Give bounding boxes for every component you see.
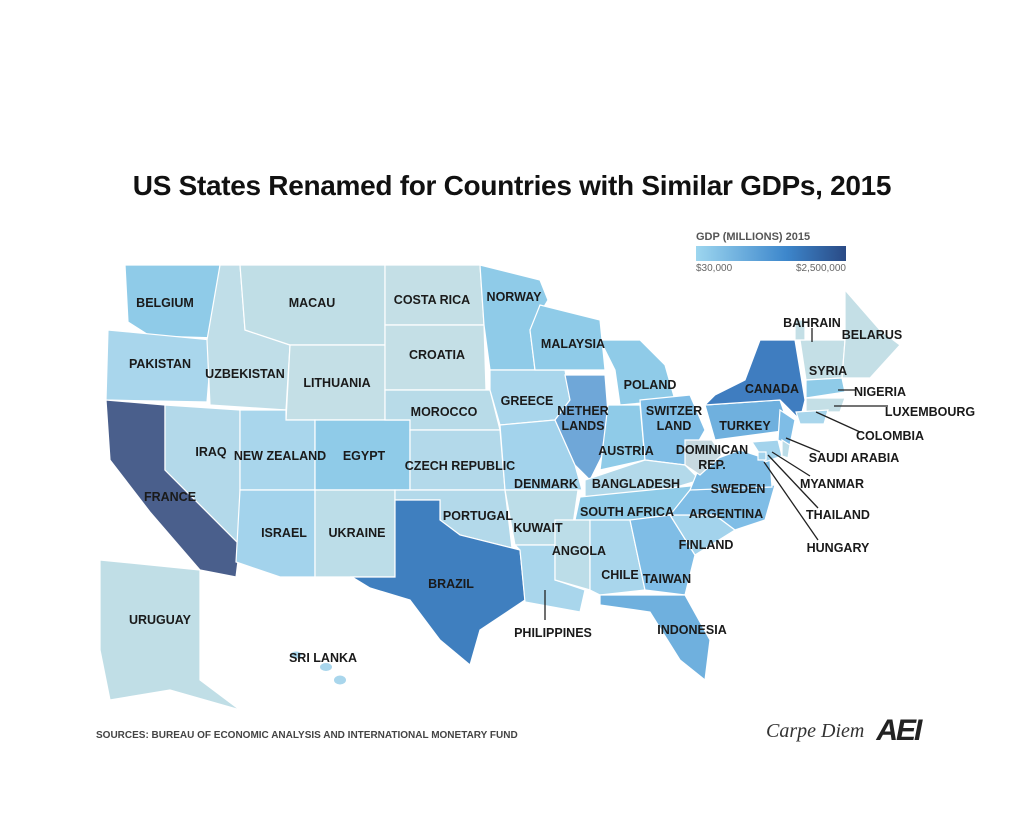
label-macau: MACAU xyxy=(289,296,336,310)
leader-line-saudi-arabia xyxy=(785,437,821,453)
region-canada xyxy=(703,339,806,422)
region-dominican-rep xyxy=(684,439,723,476)
region-sweden xyxy=(689,449,773,491)
label-morocco: MOROCCO xyxy=(411,405,478,419)
label-hungary: HUNGARY xyxy=(807,541,870,555)
region-colombia xyxy=(795,409,829,425)
label-lithuania: LITHUANIA xyxy=(303,376,370,390)
region-israel xyxy=(235,489,316,578)
label-sri-lanka: SRI LANKA xyxy=(289,651,357,665)
map-title: US States Renamed for Countries with Sim… xyxy=(132,170,892,201)
region-nigeria xyxy=(805,377,846,399)
legend-min-label: $30,000 xyxy=(696,263,733,274)
label-colombia: COLOMBIA xyxy=(856,429,924,443)
label-nether-lands: NETHER LANDS xyxy=(557,404,608,433)
region-poland xyxy=(599,339,676,406)
label-myanmar: MYANMAR xyxy=(800,477,864,491)
label-indonesia: INDONESIA xyxy=(657,623,726,637)
region-belarus xyxy=(841,288,901,379)
sources-note: SOURCES: BUREAU OF ECONOMIC ANALYSIS AND… xyxy=(96,730,518,741)
label-israel: ISRAEL xyxy=(261,526,307,540)
label-syria: SYRIA xyxy=(809,364,847,378)
region-argentina xyxy=(668,484,776,531)
brand: Carpe Diem AEI xyxy=(766,714,922,748)
label-switzer-land: SWITZER LAND xyxy=(646,404,702,433)
label-dominican-rep: DOMINICAN REP. xyxy=(676,443,748,472)
label-taiwan: TAIWAN xyxy=(643,572,691,586)
label-bahrain: BAHRAIN xyxy=(783,316,841,330)
label-greece: GREECE xyxy=(501,394,554,408)
label-new-zealand: NEW ZEALAND xyxy=(234,449,326,463)
blog-name: Carpe Diem xyxy=(766,719,865,742)
label-norway: NORWAY xyxy=(487,290,543,304)
region-indonesia xyxy=(599,594,711,682)
region-chile xyxy=(589,519,646,596)
leader-line-colombia xyxy=(815,411,861,433)
label-austria: AUSTRIA xyxy=(598,444,654,458)
label-malaysia: MALAYSIA xyxy=(541,337,605,351)
region-luxembourg xyxy=(805,397,846,413)
region-malaysia xyxy=(529,304,606,371)
region-pakistan xyxy=(105,329,213,403)
label-bangladesh: BANGLADESH xyxy=(592,477,680,491)
label-belgium: BELGIUM xyxy=(136,296,194,310)
label-costa-rica: COSTA RICA xyxy=(394,293,470,307)
label-denmark: DENMARK xyxy=(514,477,578,491)
label-uzbekistan: UZBEKISTAN xyxy=(205,367,285,381)
legend-max-label: $2,500,000 xyxy=(795,263,846,274)
region-brazil xyxy=(349,499,526,667)
label-finland: FINLAND xyxy=(679,538,734,552)
label-egypt: EGYPT xyxy=(343,449,386,463)
label-sweden: SWEDEN xyxy=(711,482,766,496)
label-ukraine: UKRAINE xyxy=(329,526,386,540)
label-iraq: IRAQ xyxy=(195,445,227,459)
label-brazil: BRAZIL xyxy=(428,577,474,591)
label-argentina: ARGENTINA xyxy=(689,507,763,521)
region-denmark xyxy=(499,419,583,491)
label-pakistan: PAKISTAN xyxy=(129,357,191,371)
label-belarus: BELARUS xyxy=(842,328,902,342)
label-south-africa: SOUTH AFRICA xyxy=(580,505,674,519)
label-nigeria: NIGERIA xyxy=(854,385,906,399)
label-portugal: PORTUGAL xyxy=(443,509,514,523)
label-turkey: TURKEY xyxy=(719,419,771,433)
region-thailand xyxy=(781,438,791,459)
label-angola: ANGOLA xyxy=(552,544,606,558)
aei-logo: AEI xyxy=(876,714,922,747)
legend-title: GDP (MILLIONS) 2015 xyxy=(696,231,811,243)
label-luxembourg: LUXEMBOURG xyxy=(885,405,975,419)
label-philippines: PHILIPPINES xyxy=(514,626,592,640)
region-uruguay xyxy=(99,559,241,711)
region-saudi-arabia xyxy=(777,408,796,446)
region-bahrain xyxy=(794,319,806,341)
leader-line-myanmar xyxy=(771,451,811,477)
region-taiwan xyxy=(629,514,696,596)
label-czech-republic: CZECH REPUBLIC xyxy=(405,459,515,473)
label-france: FRANCE xyxy=(144,490,196,504)
leader-line-hungary xyxy=(763,461,819,541)
label-canada: CANADA xyxy=(745,382,799,396)
label-croatia: CROATIA xyxy=(409,348,465,362)
label-chile: CHILE xyxy=(601,568,639,582)
label-kuwait: KUWAIT xyxy=(513,521,563,535)
label-saudi-arabia: SAUDI ARABIA xyxy=(809,451,900,465)
region-nether-lands xyxy=(554,374,611,482)
leader-line-thailand xyxy=(767,454,819,509)
region-hungary xyxy=(757,451,767,461)
label-uruguay: URUGUAY xyxy=(129,613,192,627)
legend: GDP (MILLIONS) 2015 $30,000 $2,500,000 xyxy=(696,231,846,274)
legend-color-bar xyxy=(696,246,846,261)
region-sri-lanka xyxy=(289,650,347,686)
label-thailand: THAILAND xyxy=(806,508,870,522)
label-poland: POLAND xyxy=(624,378,677,392)
